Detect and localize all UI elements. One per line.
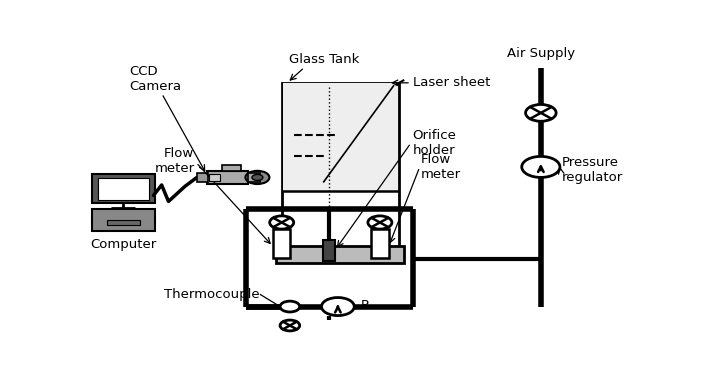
Bar <box>98 178 149 200</box>
Circle shape <box>322 298 354 316</box>
Circle shape <box>280 320 300 331</box>
Circle shape <box>280 301 300 312</box>
Bar <box>209 174 220 181</box>
Bar <box>207 171 248 184</box>
Bar <box>283 83 398 191</box>
Circle shape <box>526 105 556 121</box>
Bar <box>282 83 399 257</box>
Bar <box>222 165 241 171</box>
Text: Laser sheet: Laser sheet <box>413 76 490 89</box>
Text: Flow
meter: Flow meter <box>154 147 194 175</box>
Bar <box>92 209 155 231</box>
Circle shape <box>246 171 270 184</box>
Bar <box>92 174 155 203</box>
Text: Flow
meter: Flow meter <box>421 153 461 181</box>
Text: Thermocouple: Thermocouple <box>164 288 260 301</box>
Bar <box>107 220 140 225</box>
Circle shape <box>522 156 560 177</box>
Text: CCD
Camera: CCD Camera <box>129 66 181 93</box>
Text: Glass Tank: Glass Tank <box>289 53 359 66</box>
Circle shape <box>270 216 294 229</box>
Bar <box>273 229 291 258</box>
Circle shape <box>252 174 263 181</box>
Text: P: P <box>361 299 369 312</box>
Bar <box>276 246 404 263</box>
Bar <box>323 239 335 261</box>
Text: Orifice
holder: Orifice holder <box>413 129 456 157</box>
Bar <box>371 229 389 258</box>
Text: Pressure
regulator: Pressure regulator <box>562 156 623 184</box>
Text: Air Supply: Air Supply <box>507 47 575 60</box>
Bar <box>248 173 260 182</box>
Bar <box>197 173 208 182</box>
Circle shape <box>368 216 392 229</box>
Text: Computer: Computer <box>90 238 156 252</box>
